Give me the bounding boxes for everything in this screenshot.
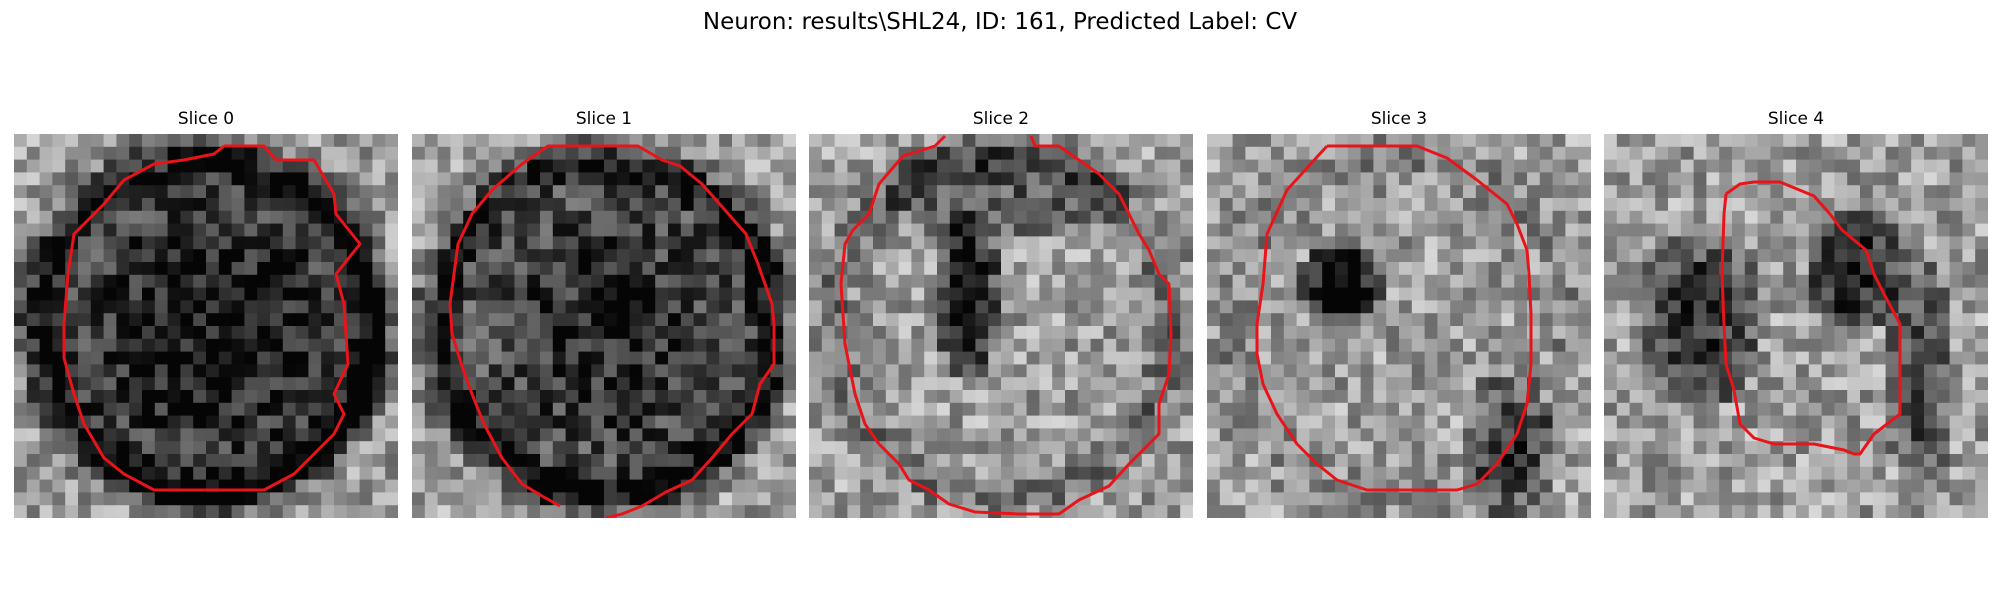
slice-1-pixels — [412, 134, 796, 518]
slice-4-pixels — [1604, 134, 1988, 518]
slice-3-title: Slice 3 — [1370, 109, 1428, 129]
slice-0-canvas — [14, 134, 398, 518]
slice-3-contour — [1255, 144, 1533, 492]
slice-4-canvas — [1604, 134, 1988, 518]
slice-1-canvas — [412, 134, 796, 518]
slice-2-image — [809, 134, 1193, 518]
slice-0-pixels — [14, 134, 398, 518]
slice-4-contour — [1720, 180, 1902, 456]
slice-4-title: Slice 4 — [1767, 109, 1825, 129]
slice-1-image — [412, 134, 796, 518]
slice-0-image — [14, 134, 398, 518]
slice-3-canvas — [1207, 134, 1591, 518]
slice-2-pixels — [809, 134, 1193, 518]
slice-2-title: Slice 2 — [972, 109, 1030, 129]
slice-1-contour — [448, 144, 776, 518]
slice-3-pixels — [1207, 134, 1591, 518]
slice-2-contour — [839, 134, 1173, 516]
slice-1-title: Slice 1 — [575, 109, 633, 129]
figure-title: Neuron: results\SHL24, ID: 161, Predicte… — [702, 9, 1298, 35]
slice-4-image — [1604, 134, 1988, 518]
slice-0-contour — [62, 144, 362, 492]
slice-2-canvas — [809, 134, 1193, 518]
slice-0-title: Slice 0 — [177, 109, 235, 129]
slice-3-image — [1207, 134, 1591, 518]
